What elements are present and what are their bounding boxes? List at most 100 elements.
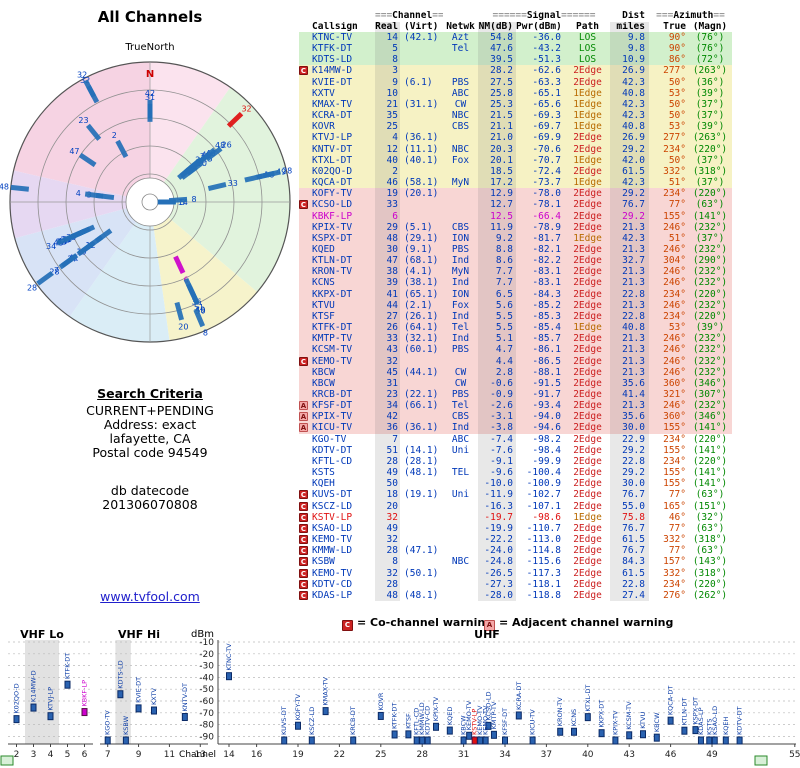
band-callsign-label: KEMO-TV [465, 700, 473, 730]
cell-pwr-dbm: -91.7 [532, 389, 561, 400]
cell-azimuth-true: 165° [663, 500, 686, 512]
cell-azimuth-true: 332° [663, 165, 686, 177]
cell-pwr-dbm: -85.4 [532, 322, 561, 334]
col-true: True [663, 21, 686, 32]
band-bar [667, 716, 674, 725]
cell-miles: 21.3 [610, 243, 649, 256]
datecode-label: db datecode [110, 483, 190, 498]
cell-nm-db: -24.8 [478, 556, 516, 568]
cell-network: Uni [451, 444, 470, 456]
cell-virtual-channel [400, 434, 443, 445]
band-label: UHF [474, 628, 500, 641]
cell-network [443, 199, 478, 210]
cell-callsign: KPIX-TV [312, 221, 353, 233]
cell-azimuth-magnetic: (141°) [692, 444, 728, 456]
x-tick-label: 9 [136, 750, 142, 760]
cell-network: CW [454, 98, 467, 110]
warning-cell [299, 121, 312, 132]
cell-path: 1Edge [573, 154, 602, 166]
col-miles: miles [610, 21, 649, 32]
band-callsign-label: KMMW-LD [418, 702, 426, 735]
cell-callsign: KKPX-DT [312, 288, 353, 300]
radar-channel-label: 14 [178, 198, 188, 207]
band-callsign-label: KGO-TV [104, 710, 112, 735]
cell-pwr-dbm: -86.1 [532, 344, 561, 356]
cell-real-channel: 28 [375, 545, 400, 557]
station-row: A KFSF-DT 34 (66.1) Tel -2.6 -93.4 2Edge 21.3 246… [299, 400, 732, 412]
cell-azimuth-magnetic: (37°) [695, 177, 725, 189]
cell-real-channel: 21 [375, 98, 400, 111]
cell-path: 2Edge [573, 143, 602, 155]
warning-cell [299, 43, 312, 54]
cell-miles: 21.3 [610, 221, 649, 233]
cell-callsign: KFSF-DT [312, 400, 353, 412]
cell-pwr-dbm: -83.1 [532, 266, 561, 278]
cell-azimuth-magnetic: (143°) [692, 556, 728, 568]
co-channel-warning-icon: C [299, 200, 308, 210]
radar-sector [14, 202, 150, 317]
channel-axis-label: Channel [179, 750, 216, 760]
cell-real-channel: 25 [375, 121, 400, 133]
x-tick-label: 37 [541, 750, 552, 760]
band-bar [413, 736, 420, 745]
station-row: C KDTV-CD 28 -27.3 -118.1 2Edge 22.8 234° (220°) [299, 578, 732, 590]
band-callsign-label: KTNC-TV [225, 643, 233, 671]
cell-nm-db: 5.5 [478, 310, 516, 323]
cell-nm-db: 20.3 [478, 143, 516, 155]
radar-channel-label: 20 [178, 323, 188, 332]
band-callsign-label: KDTV-DT [736, 706, 744, 735]
band-bar [697, 736, 704, 745]
cell-real-channel: 32 [375, 534, 400, 546]
band-bar [295, 721, 301, 730]
x-tick-label: 19 [292, 750, 304, 760]
channel-group-header: ===Channel=== [375, 11, 443, 21]
cell-azimuth-magnetic: (39°) [695, 121, 725, 133]
cell-nm-db: 28.2 [478, 65, 516, 77]
cell-real-channel: 27 [375, 310, 400, 323]
warning-cell [299, 333, 312, 344]
cell-nm-db: 27.5 [478, 76, 516, 88]
cell-azimuth-magnetic: (76°) [695, 32, 725, 43]
band-callsign-label: KSTS [705, 719, 713, 736]
cell-path: 1Edge [573, 232, 602, 244]
cell-azimuth-true: 234° [663, 188, 686, 200]
station-row: KBCW 45 (44.1) CW 2.8 -88.1 2Edge 21.3 246° (232°… [299, 366, 732, 378]
cell-pwr-dbm: -84.3 [532, 288, 561, 300]
band-callsign-label: KRON-TV [556, 697, 564, 726]
datecode-block: db datecode 201306070808 [0, 484, 300, 512]
co-channel-legend: C = Co-channel warning [342, 616, 493, 631]
cell-miles: 42.3 [610, 76, 649, 88]
warning-cell [299, 255, 312, 266]
band-bar [150, 706, 157, 715]
cell-network [443, 456, 478, 467]
tvfool-link[interactable]: www.tvfool.com [100, 589, 200, 604]
radar-sector [10, 170, 150, 239]
cell-miles: 84.3 [610, 556, 649, 568]
cell-callsign: KEMO-TV [312, 567, 353, 579]
cell-real-channel: 32 [375, 355, 400, 367]
station-row: KTLN-DT 47 (68.1) Ind 8.6 -82.2 2Edge 32.7 304° (… [299, 255, 732, 267]
cell-network [443, 478, 478, 489]
cell-pwr-dbm: -85.2 [532, 299, 561, 311]
warning-cell [299, 478, 312, 489]
cell-miles: 76.7 [610, 489, 649, 501]
cell-miles: 22.8 [610, 310, 649, 323]
cell-virtual-channel [400, 478, 443, 489]
radar-station-bar [56, 233, 75, 246]
cell-azimuth-magnetic: (220°) [692, 288, 728, 300]
cell-pwr-dbm: -100.9 [526, 478, 561, 490]
cell-pwr-dbm: -78.9 [532, 221, 561, 233]
band-bar [13, 715, 20, 724]
radar-channel-label: 47 [69, 147, 79, 156]
cell-callsign: KBCW [312, 377, 335, 389]
corner-marker-box [754, 755, 768, 766]
radar-title: All Channels [97, 8, 203, 26]
radar-station-bar [199, 147, 217, 163]
adjacent-channel-warning-icon: A [299, 401, 308, 411]
cell-callsign: KEMO-TV [312, 534, 353, 546]
cell-virtual-channel [400, 211, 443, 222]
band-bar [281, 736, 288, 745]
cell-miles: 10.9 [610, 54, 649, 66]
cell-callsign: KFTL-CD [312, 455, 353, 467]
cell-network [443, 512, 478, 523]
